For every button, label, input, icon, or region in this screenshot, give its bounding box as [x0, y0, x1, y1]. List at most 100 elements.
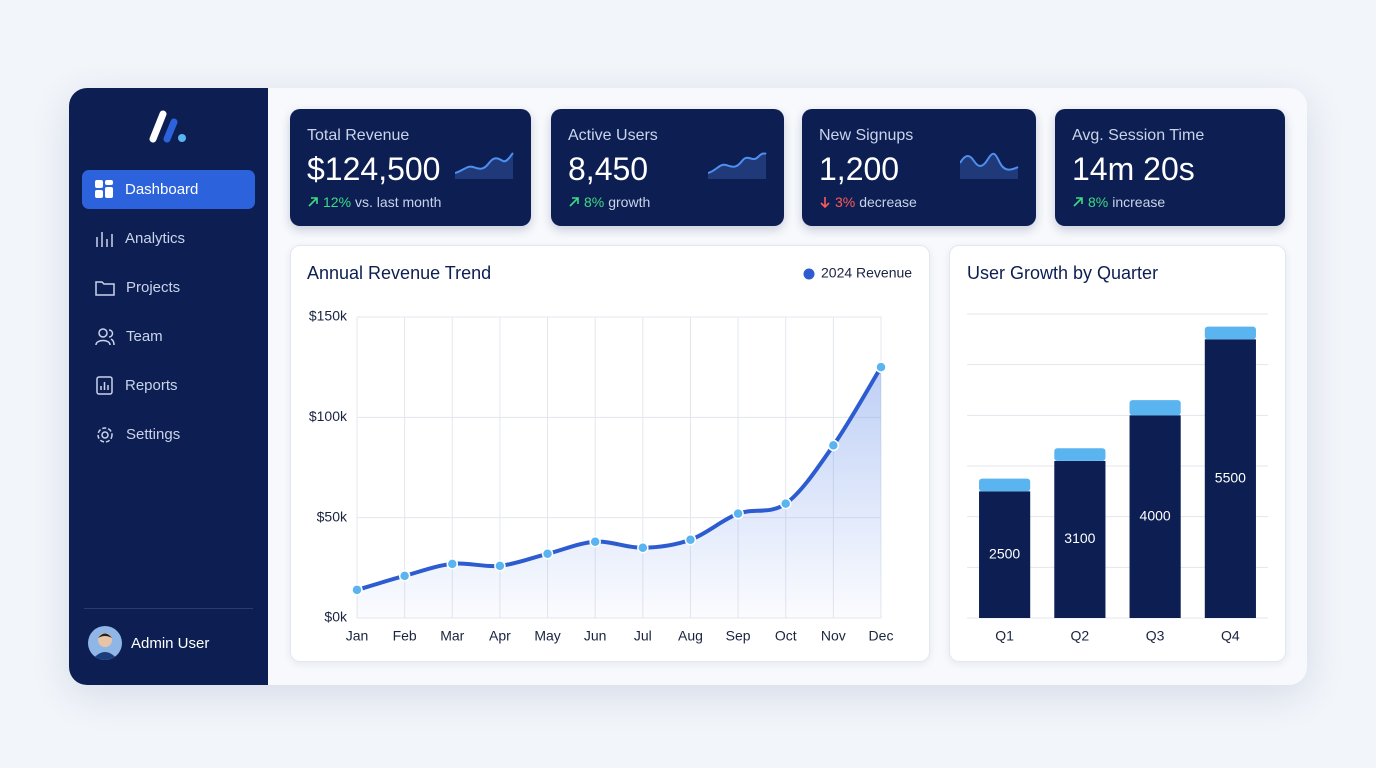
logo	[149, 110, 186, 143]
sparkline-area	[960, 153, 1018, 179]
arrow-shape	[308, 197, 318, 207]
nav-item[interactable]: Projects	[82, 268, 255, 307]
kpi-value: 8,450	[568, 151, 649, 187]
chart-title: Annual Revenue Trend	[307, 263, 491, 283]
change-note: increase	[1112, 194, 1166, 210]
x-tick-label: Q1	[995, 628, 1014, 644]
nav-item[interactable]: Settings	[82, 415, 255, 454]
nav-item[interactable]: Reports	[82, 366, 255, 405]
y-tick-label: $50k	[317, 508, 348, 524]
x-tick-label: Q3	[1146, 628, 1165, 644]
dashboard: Dashboard Analytics Projects Team Report…	[69, 88, 1307, 685]
kpi-value: 1,200	[819, 151, 900, 187]
trend-arrow	[308, 197, 318, 207]
nav: Dashboard Analytics Projects Team Report…	[82, 170, 255, 464]
point	[875, 361, 887, 373]
divider	[84, 608, 253, 609]
chart-title: User Growth by Quarter	[967, 263, 1158, 283]
sparkline	[455, 152, 514, 179]
bar	[1054, 448, 1106, 461]
x-tick-label: Jul	[634, 628, 652, 644]
x-tick-label: Sep	[726, 628, 751, 644]
kpi-card: Total Revenue $124,500 12% vs. last month	[290, 109, 531, 226]
bar	[1129, 415, 1181, 618]
bar	[1204, 339, 1256, 618]
kpi-label: New Signups	[819, 127, 914, 144]
point	[732, 507, 744, 520]
point	[351, 584, 363, 596]
arrow-shape	[569, 197, 579, 207]
point	[827, 439, 840, 452]
kpi-card: Active Users 8,450 8% growth	[551, 109, 784, 226]
bar	[979, 491, 1031, 618]
nav-item[interactable]: Analytics	[82, 219, 255, 258]
kpi-value: 14m 20s	[1072, 151, 1195, 187]
kpi-label: Avg. Session Time	[1072, 127, 1205, 144]
point	[398, 570, 411, 582]
trend-arrow	[569, 197, 579, 207]
y-tick-label: $150k	[309, 308, 348, 324]
point	[637, 542, 649, 554]
change-value: 8%	[1088, 194, 1109, 210]
x-tick-label: Jun	[584, 628, 607, 644]
nav-item[interactable]: Team	[82, 317, 255, 356]
sparkline	[960, 152, 1019, 179]
bar	[1204, 326, 1256, 340]
change-note: vs. last month	[355, 194, 442, 210]
point	[446, 558, 459, 570]
kpi-change: 12% vs. last month	[307, 194, 441, 210]
x-tick-label: Nov	[821, 628, 846, 644]
x-tick-label: Oct	[775, 628, 797, 644]
change-value: 8%	[584, 194, 605, 210]
bar	[1129, 400, 1181, 416]
sparkline-line	[708, 152, 767, 174]
area-fill	[357, 367, 881, 618]
nav-label: Team	[126, 328, 163, 345]
point	[589, 535, 601, 548]
x-tick-label: Q4	[1221, 628, 1240, 644]
bar-chart: User Growth by Quarter 2500 Q1 3100 Q2 4000 Q3…	[967, 263, 1268, 644]
change-note: growth	[608, 194, 651, 210]
nav-label: Dashboard	[125, 181, 199, 198]
point	[541, 548, 554, 560]
kpi-change: 3% decrease	[819, 194, 917, 210]
point	[779, 497, 792, 510]
x-tick-label: Aug	[678, 628, 703, 644]
change-value: 3%	[835, 194, 856, 210]
point	[684, 533, 697, 546]
sparkline	[708, 152, 767, 179]
data-label: 4000	[1140, 507, 1171, 523]
user-name: Admin User	[131, 634, 210, 652]
nav-label: Settings	[126, 426, 181, 443]
kpi-change: 8% increase	[1072, 194, 1165, 210]
nav-item[interactable]: Dashboard	[82, 170, 255, 209]
y-tick-label: $100k	[309, 408, 348, 424]
x-tick-label: May	[534, 628, 560, 644]
trend-arrow	[1073, 197, 1083, 207]
bar	[1054, 460, 1106, 618]
nav-label: Projects	[126, 279, 181, 296]
legend-label: 2024 Revenue	[821, 265, 912, 281]
arrow-shape	[1073, 197, 1083, 207]
change-note: decrease	[859, 194, 917, 210]
nav-label: Reports	[125, 377, 178, 394]
x-tick-label: Feb	[393, 628, 417, 644]
data-label: 3100	[1064, 530, 1095, 546]
kpi-label: Total Revenue	[307, 127, 410, 144]
sparkline-line	[960, 152, 1019, 171]
line-chart: Annual Revenue Trend $0k $50k $100k $150k Jan…	[307, 263, 912, 644]
sidebar: Dashboard Analytics Projects Team Report…	[69, 88, 268, 685]
kpi-card: New Signups 1,200 3% decrease	[802, 109, 1036, 226]
legend-marker	[803, 268, 815, 280]
user[interactable]: Admin User	[88, 626, 209, 660]
point	[494, 560, 506, 572]
line-card: Annual Revenue Trend $0k $50k $100k $150k Jan…	[290, 245, 930, 662]
kpi-value: $124,500	[307, 151, 441, 187]
avatar	[88, 626, 122, 660]
x-tick-label: Dec	[869, 628, 894, 644]
x-tick-label: Jan	[346, 628, 369, 644]
arrow-shape	[820, 197, 830, 208]
x-tick-label: Q2	[1071, 628, 1090, 644]
y-tick-label: $0k	[324, 609, 348, 625]
x-tick-label: Apr	[489, 628, 511, 644]
